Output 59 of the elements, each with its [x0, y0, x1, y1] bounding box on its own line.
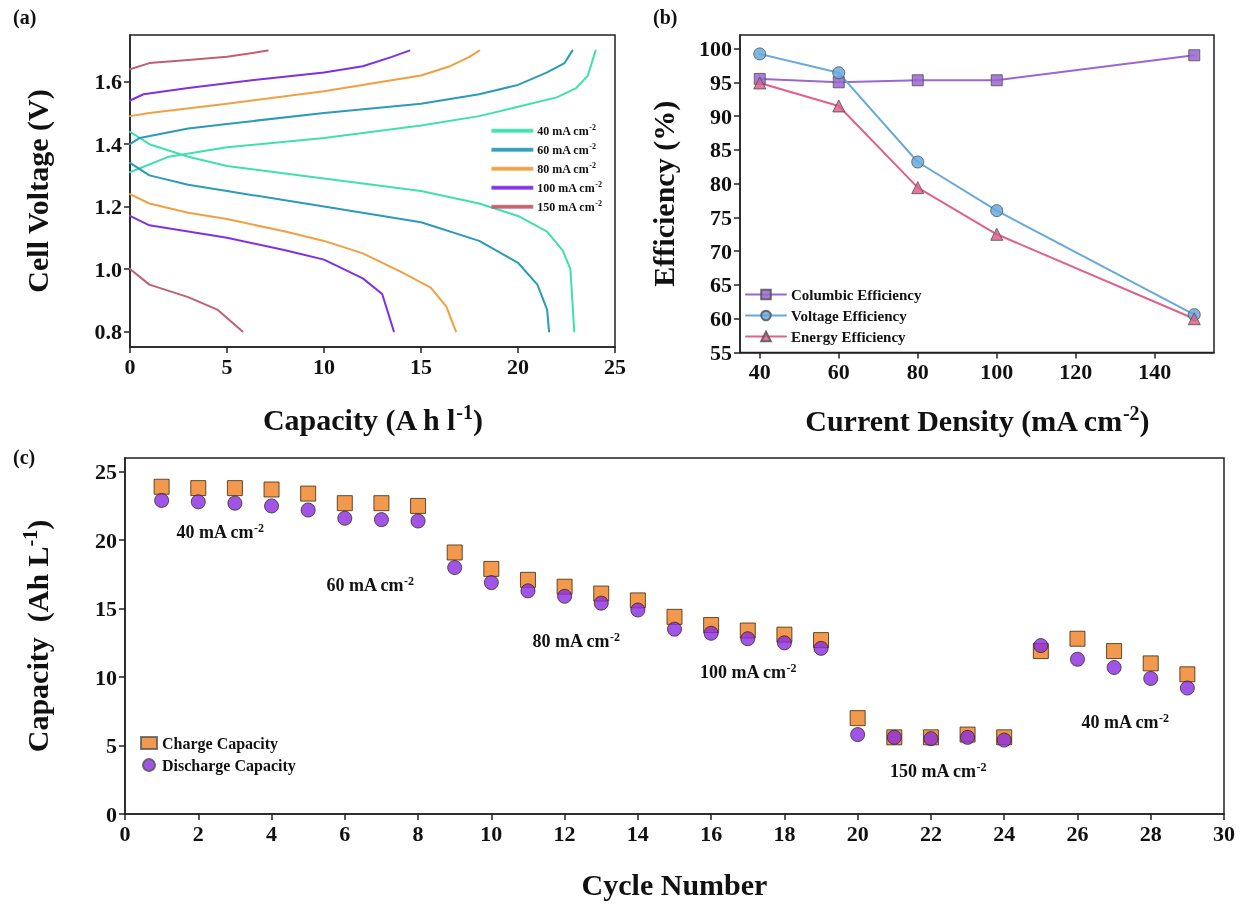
y-axis-title: Cell Voltage (V) — [20, 89, 55, 293]
x-tick-label: 60 — [827, 359, 850, 384]
x-tick-label: 40 — [748, 359, 771, 384]
x-tick-label: 25 — [604, 353, 626, 379]
y-axis-title: Efficiency (%) — [646, 100, 681, 287]
x-tick-label: 30 — [1213, 820, 1235, 846]
y-tick-label: 20 — [95, 527, 117, 553]
x-tick-label: 140 — [1138, 359, 1172, 384]
y-tick-label: 90 — [710, 103, 732, 129]
x-tick-label: 15 — [410, 353, 432, 379]
x-tick-label: 5 — [221, 353, 233, 379]
legend-label: Charge Capacity — [162, 734, 278, 753]
x-tick-label: 6 — [339, 820, 351, 846]
x-tick-label: 24 — [993, 820, 1016, 846]
y-tick-label: 1.2 — [94, 194, 122, 220]
legend-label: Voltage Efficiency — [791, 307, 908, 324]
x-tick-label: 10 — [480, 820, 503, 846]
x-tick-label: 20 — [507, 353, 529, 379]
x-tick-label: 20 — [846, 820, 869, 846]
y-tick-label: 0 — [106, 801, 117, 827]
x-tick-label: 26 — [1066, 820, 1089, 846]
x-tick-label: 80 — [906, 359, 929, 384]
y-tick-label: 85 — [710, 137, 732, 163]
y-tick-label: 70 — [710, 238, 732, 264]
x-tick-label: 18 — [773, 820, 796, 846]
legend-label: Energy Efficiency — [791, 328, 907, 345]
y-axis-title: Capacity (Ah L-1) — [19, 519, 55, 753]
y-tick-label: 60 — [710, 306, 732, 332]
legend-label: Columbic Efficiency — [791, 286, 922, 303]
x-tick-label: 22 — [919, 820, 942, 846]
y-tick-label: 15 — [95, 596, 117, 622]
y-tick-label: 100 — [699, 36, 732, 62]
legend-label: Discharge Capacity — [162, 756, 296, 775]
x-tick-label: 14 — [626, 820, 649, 846]
chart-title: (b) — [653, 6, 678, 29]
y-tick-label: 5 — [106, 733, 117, 759]
y-tick-label: 1.6 — [94, 69, 122, 95]
chart-title: (c) — [13, 446, 36, 469]
y-tick-label: 1.0 — [94, 256, 122, 282]
x-tick-label: 2 — [192, 820, 204, 846]
x-tick-label: 28 — [1139, 820, 1162, 846]
y-tick-label: 75 — [710, 204, 732, 230]
x-tick-label: 10 — [313, 353, 335, 379]
y-tick-label: 1.4 — [94, 131, 122, 157]
y-tick-label: 95 — [710, 69, 732, 95]
y-tick-label: 80 — [710, 171, 732, 197]
x-tick-label: 8 — [412, 820, 424, 846]
chart-title: (a) — [13, 6, 37, 29]
y-tick-label: 65 — [710, 272, 732, 298]
y-tick-label: 10 — [95, 664, 117, 690]
x-axis-title: Cycle Number — [581, 867, 768, 901]
x-tick-label: 120 — [1059, 359, 1093, 384]
y-tick-label: 55 — [710, 340, 732, 365]
x-tick-label: 12 — [553, 820, 576, 846]
x-tick-label: 16 — [700, 820, 723, 846]
y-tick-label: 0.8 — [94, 318, 122, 344]
x-tick-label: 4 — [266, 820, 278, 846]
x-tick-label: 100 — [980, 359, 1014, 384]
y-tick-label: 25 — [95, 459, 117, 485]
